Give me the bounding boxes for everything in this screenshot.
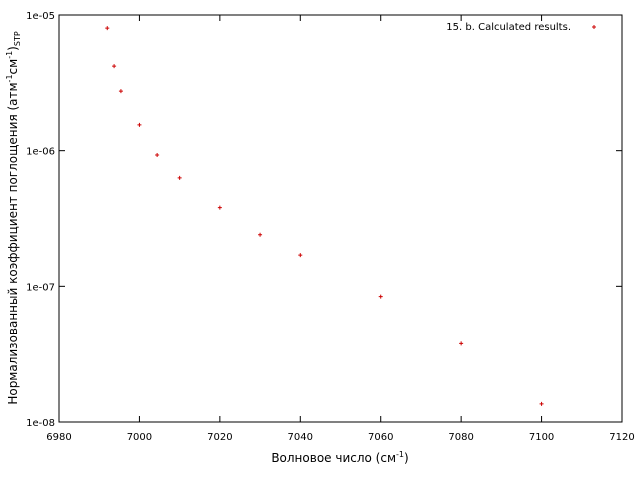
y-tick-label: 1e-06 <box>26 147 55 158</box>
point <box>217 205 222 210</box>
y-axis-label: Нормализованный коэффициент поглощения (… <box>5 31 22 405</box>
point <box>118 89 123 94</box>
point <box>155 152 160 157</box>
y-tick-label: 1e-05 <box>26 11 55 22</box>
point <box>459 341 464 346</box>
x-axis-label: Волновое число (см-1) <box>271 450 408 465</box>
plot-frame <box>58 14 623 423</box>
x-label-sup: -1 <box>396 450 404 459</box>
y-label-text: Нормализованный коэффициент поглощения (… <box>6 82 20 404</box>
point <box>298 253 303 258</box>
x-label-close: ) <box>404 451 409 465</box>
point <box>539 401 544 406</box>
legend-marker <box>592 25 596 29</box>
x-tick-label: 6980 <box>46 432 71 443</box>
point <box>105 26 110 31</box>
y-label-close: ) <box>6 46 20 51</box>
y-label-mid: см <box>6 59 20 75</box>
point <box>177 175 182 180</box>
x-tick-label: 7060 <box>368 432 393 443</box>
x-tick-label: 7020 <box>207 432 232 443</box>
point <box>258 232 263 237</box>
x-tick-label: 7000 <box>127 432 152 443</box>
x-tick-label: 7040 <box>288 432 313 443</box>
x-label-text: Волновое число (см <box>271 451 396 465</box>
y-label-sup: -1 <box>5 74 14 82</box>
y-tick-label: 1e-07 <box>26 282 55 293</box>
x-tick-label: 7100 <box>529 432 554 443</box>
point <box>378 294 383 299</box>
y-label-sup: -1 <box>5 51 14 59</box>
x-tick-label: 7120 <box>609 432 634 443</box>
y-label-sub: STP <box>13 31 22 46</box>
point <box>112 64 117 69</box>
y-tick-label: 1e-08 <box>26 418 55 429</box>
point <box>137 122 142 127</box>
legend-label: 15. b. Calculated results. <box>446 22 571 33</box>
x-tick-label: 7080 <box>448 432 473 443</box>
